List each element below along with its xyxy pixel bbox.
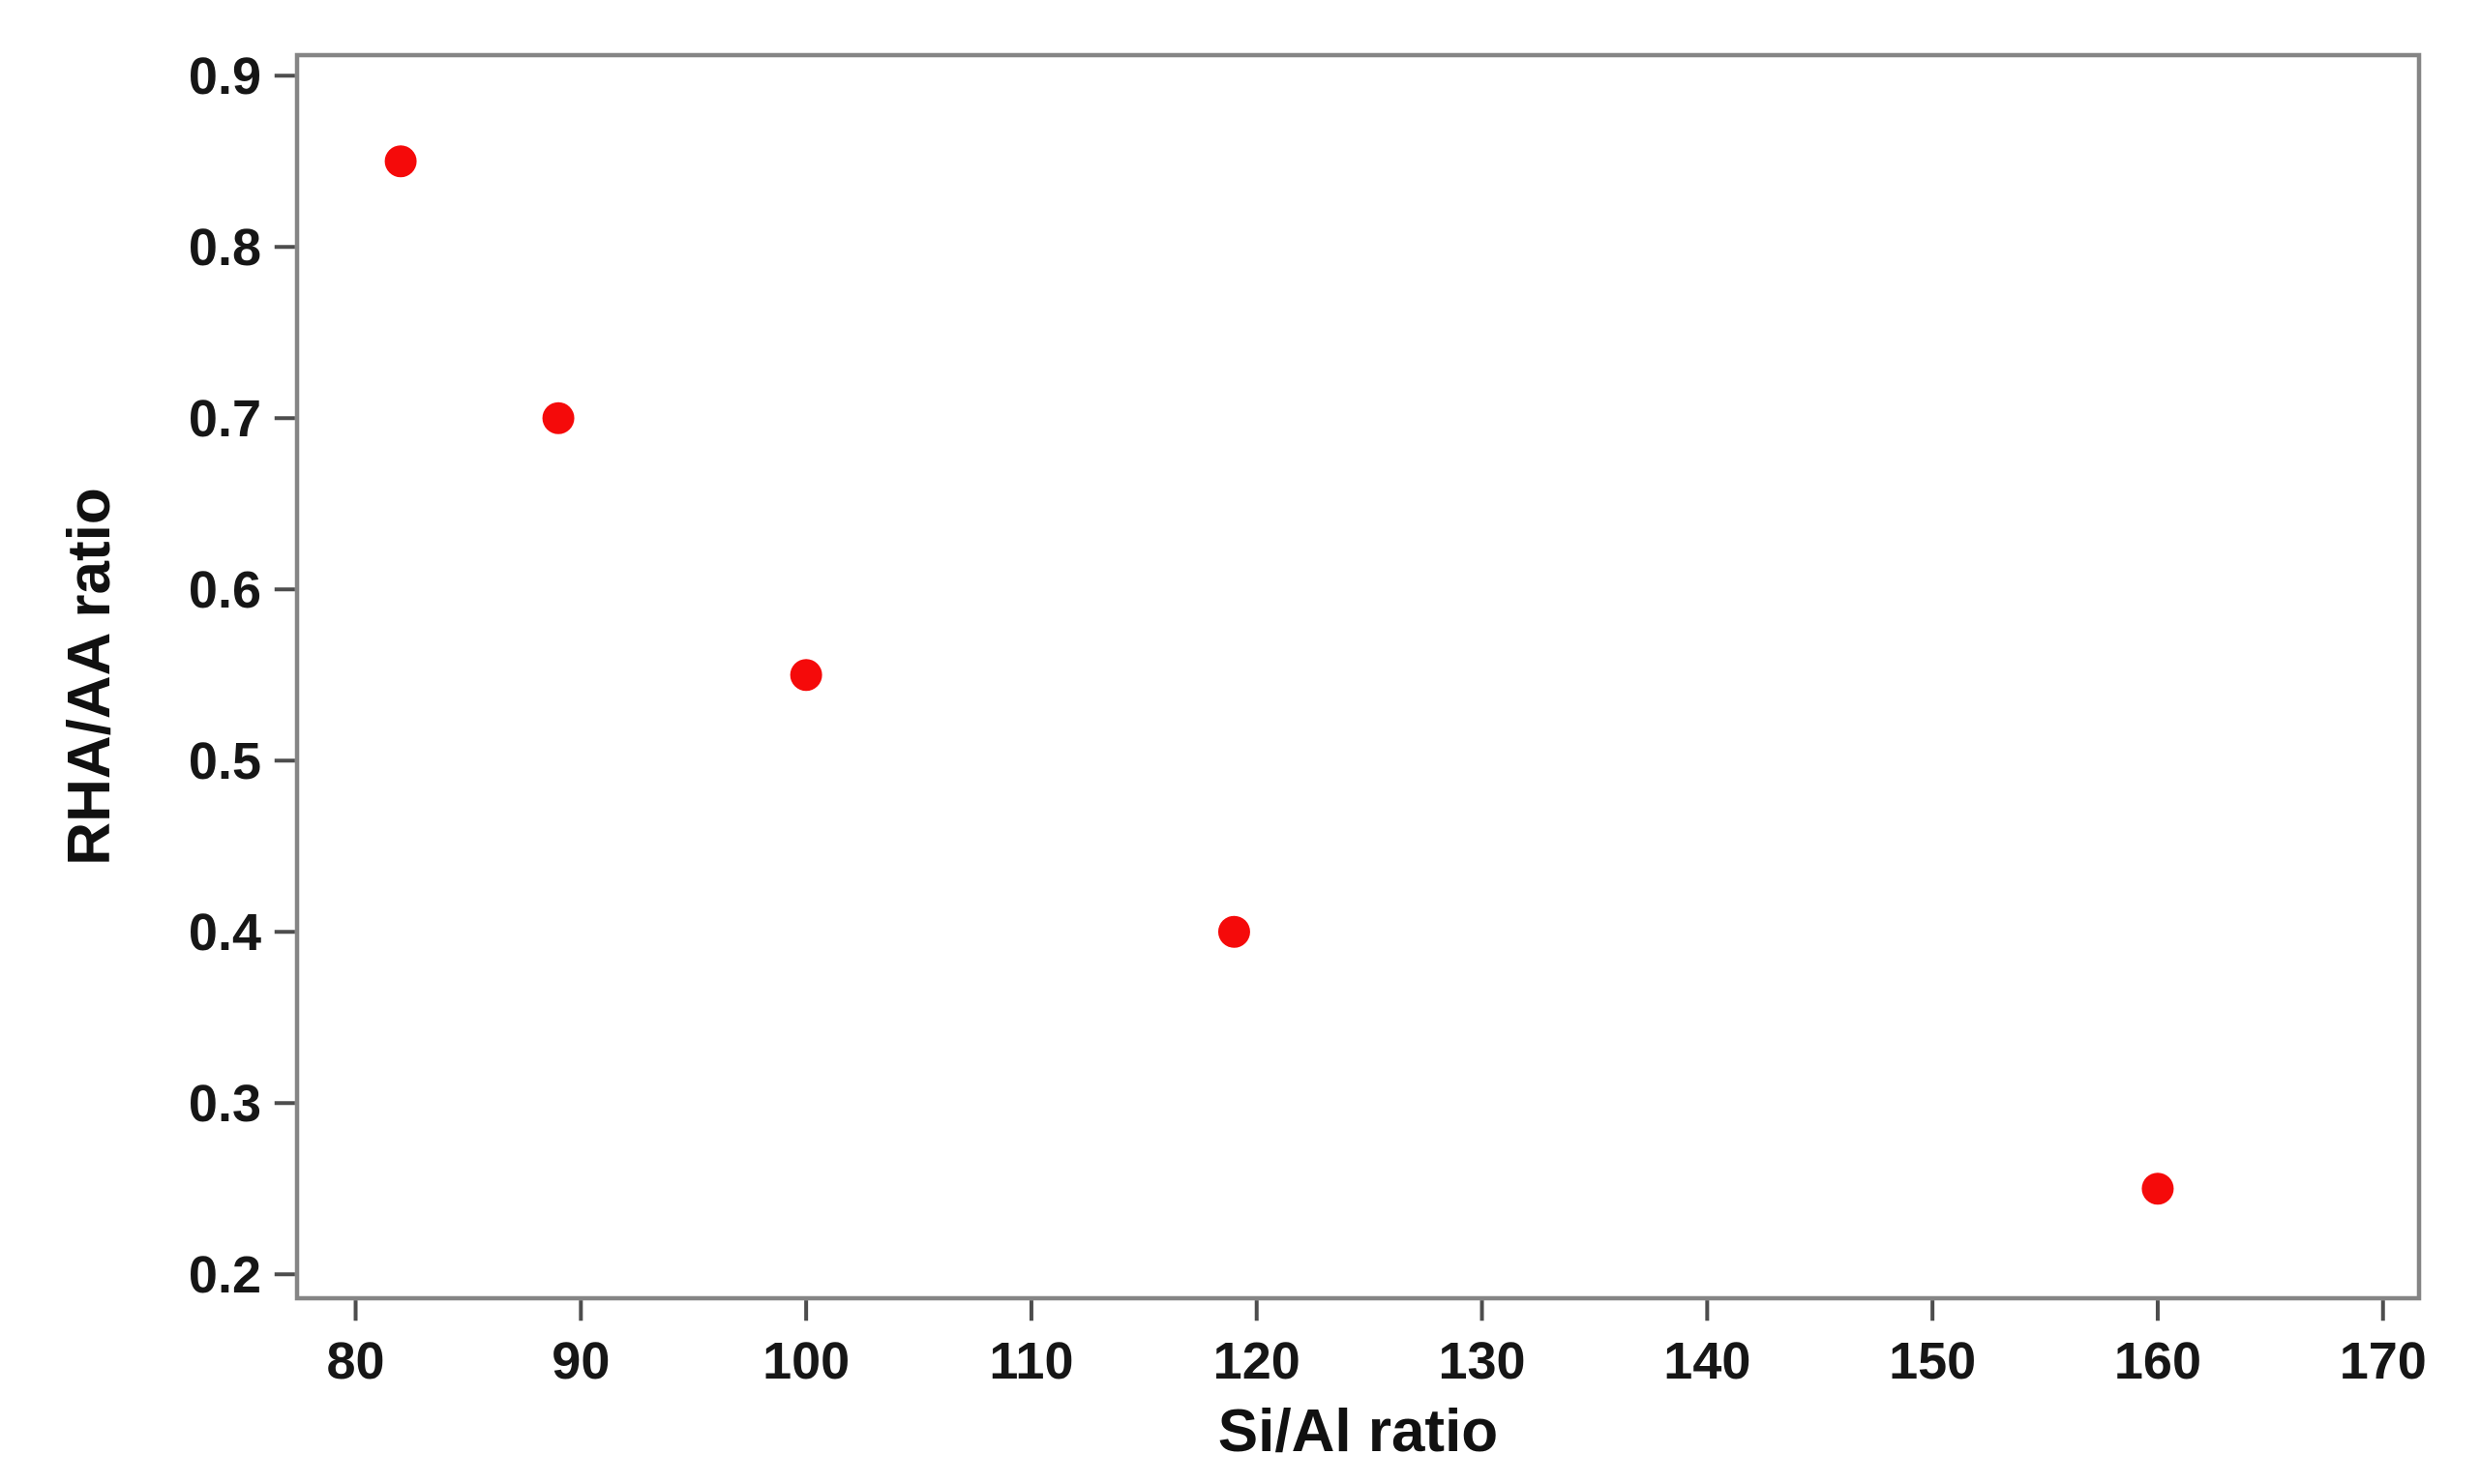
x-tick-label: 160 bbox=[2114, 1332, 2201, 1390]
x-tick-label: 80 bbox=[326, 1332, 384, 1390]
x-tick-label: 150 bbox=[1889, 1332, 1976, 1390]
y-tick-label: 0.3 bbox=[189, 1075, 261, 1133]
y-tick-label: 0.4 bbox=[189, 904, 261, 962]
data-point bbox=[2141, 1172, 2174, 1205]
y-tick-label: 0.8 bbox=[189, 219, 261, 277]
x-tick-label: 170 bbox=[2340, 1332, 2427, 1390]
y-tick-label: 0.5 bbox=[189, 732, 261, 790]
data-point bbox=[790, 659, 822, 692]
x-axis-title: Si/Al ratio bbox=[1218, 1398, 1498, 1465]
y-tick-label: 0.2 bbox=[189, 1246, 261, 1304]
data-point bbox=[1217, 915, 1250, 948]
x-tick-label: 130 bbox=[1438, 1332, 1525, 1390]
y-axis-title: RHA/AA ratio bbox=[56, 488, 123, 865]
data-point bbox=[384, 145, 417, 178]
y-tick-label: 0.7 bbox=[189, 390, 261, 448]
x-tick-label: 120 bbox=[1213, 1332, 1300, 1390]
data-point bbox=[542, 401, 575, 434]
x-tick-label: 110 bbox=[989, 1332, 1073, 1390]
x-tick-label: 140 bbox=[1663, 1332, 1750, 1390]
y-tick-label: 0.9 bbox=[189, 47, 261, 105]
plot-frame bbox=[294, 52, 2422, 1301]
x-tick-label: 90 bbox=[552, 1332, 610, 1390]
x-tick-label: 100 bbox=[762, 1332, 850, 1390]
y-tick-label: 0.6 bbox=[189, 561, 261, 619]
